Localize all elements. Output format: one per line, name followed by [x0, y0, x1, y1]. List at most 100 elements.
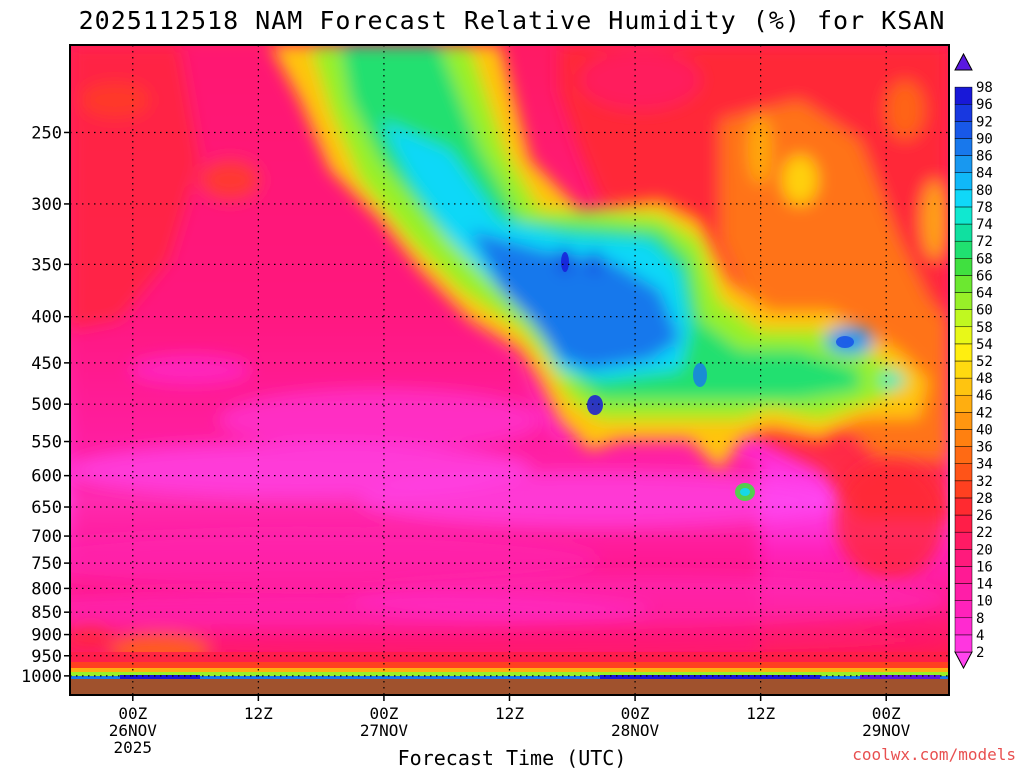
colorbar-bin	[954, 258, 973, 276]
colorbar-label: 74	[976, 217, 993, 233]
colorbar-label: 28	[976, 491, 993, 507]
colorbar-bin	[954, 429, 973, 447]
colorbar-bin	[954, 566, 973, 584]
colorbar-bin	[954, 172, 973, 191]
chart-title: 2025112518 NAM Forecast Relative Humidit…	[78, 6, 946, 35]
y-tick-label: 650	[31, 498, 62, 518]
colorbar-label: 54	[976, 337, 993, 353]
colorbar-bin	[954, 326, 973, 345]
colorbar-bin	[954, 634, 973, 653]
colorbar-label: 86	[976, 149, 993, 165]
colorbar: 2481014162022262832343640424648525458606…	[954, 52, 993, 670]
colorbar-bin	[954, 86, 973, 105]
colorbar-bin	[954, 600, 973, 619]
colorbar-label: 66	[976, 268, 993, 284]
colorbar-label: 10	[976, 594, 993, 610]
x-tick-label: 00Z	[621, 704, 650, 723]
colorbar-bin	[954, 275, 973, 293]
colorbar-label: 42	[976, 405, 993, 421]
y-tick-label: 700	[31, 527, 62, 547]
colorbar-bin	[954, 531, 973, 550]
y-axis: 250 300 350 400 450 500 550 600 650 700 750 800 850 9…	[21, 123, 70, 687]
x-tick-label: 00Z	[369, 704, 398, 723]
colorbar-label: 58	[976, 320, 993, 336]
upper-dry-band	[70, 45, 840, 695]
y-tick-label: 850	[31, 603, 62, 623]
colorbar-bin	[954, 463, 973, 482]
x-tick-label: 00Z	[872, 704, 901, 723]
colorbar-label: 52	[976, 354, 993, 370]
y-tick-label: 400	[31, 308, 62, 328]
colorbar-label: 98	[976, 80, 993, 96]
y-tick-label: 900	[31, 626, 62, 646]
colorbar-label: 36	[976, 440, 993, 456]
x-axis-title: Forecast Time (UTC)	[397, 746, 627, 770]
colorbar-bin	[954, 514, 973, 533]
gridlines	[70, 45, 949, 695]
y-tick-label: 350	[31, 255, 62, 275]
colorbar-bin	[954, 497, 973, 516]
colorbar-bin	[954, 138, 973, 156]
y-tick-label: 300	[31, 195, 62, 215]
y-tick-label: 750	[31, 554, 62, 574]
colorbar-label: 22	[976, 525, 993, 541]
y-tick-label: 450	[31, 354, 62, 374]
y-tick-label: 550	[31, 433, 62, 453]
colorbar-label: 68	[976, 251, 993, 267]
colorbar-label: 64	[976, 286, 993, 302]
x-tick-label: 12Z	[244, 704, 273, 723]
colorbar-label: 78	[976, 200, 993, 216]
x-tick-label: 27NOV	[360, 721, 409, 740]
y-tick-label: 1000	[21, 667, 62, 687]
colorbar-bin	[954, 309, 973, 328]
colorbar-low-arrow	[954, 651, 973, 670]
colorbar-label: 2	[976, 645, 984, 661]
colorbar-label: 32	[976, 474, 993, 490]
colorbar-label: 4	[976, 628, 984, 644]
colorbar-label: 14	[976, 577, 993, 593]
colorbar-bin	[954, 446, 973, 464]
moist-band-details	[561, 252, 854, 501]
colorbar-bin	[954, 480, 973, 499]
colorbar-bin	[954, 103, 973, 122]
y-tick-label: 950	[31, 647, 62, 667]
x-tick-label: 12Z	[746, 704, 775, 723]
colorbar-label: 96	[976, 97, 993, 113]
colorbar-label: 84	[976, 166, 993, 182]
colorbar-label: 8	[976, 611, 984, 627]
x-tick-label: 00Z	[118, 704, 147, 723]
colorbar-bin	[954, 189, 973, 208]
colorbar-label: 46	[976, 388, 993, 404]
colorbar-bin	[954, 549, 973, 567]
colorbar-bin	[954, 292, 973, 310]
colorbar-label: 90	[976, 131, 993, 147]
colorbar-bin	[954, 155, 973, 173]
colorbar-bin	[954, 121, 973, 139]
colorbar-bin	[954, 394, 973, 413]
y-tick-label: 600	[31, 467, 62, 487]
colorbar-bin	[954, 223, 973, 242]
colorbar-label: 48	[976, 371, 993, 387]
rh-field	[70, 45, 949, 695]
y-tick-label: 250	[31, 123, 62, 143]
colorbar-label: 40	[976, 422, 993, 438]
colorbar-label: 20	[976, 542, 993, 558]
colorbar-bin	[954, 583, 973, 601]
y-tick-label: 500	[31, 395, 62, 415]
colorbar-bin	[954, 343, 973, 362]
colorbar-label: 72	[976, 234, 993, 250]
colorbar-label: 92	[976, 114, 993, 130]
colorbar-bin	[954, 206, 973, 225]
colorbar-label: 80	[976, 183, 993, 199]
x-tick-label: 29NOV	[862, 721, 911, 740]
y-tick-label: 800	[31, 579, 62, 599]
colorbar-label: 16	[976, 559, 993, 575]
colorbar-label: 34	[976, 457, 993, 473]
credit-link[interactable]: coolwx.com/models	[852, 745, 1016, 764]
colorbar-label: 26	[976, 508, 993, 524]
colorbar-bin	[954, 617, 973, 636]
x-tick-label: 26NOV	[109, 721, 158, 740]
colorbar-label: 60	[976, 303, 993, 319]
